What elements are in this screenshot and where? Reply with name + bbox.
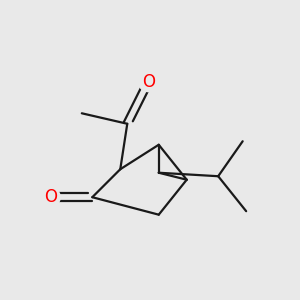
Text: O: O [142, 73, 155, 91]
Circle shape [139, 72, 158, 92]
Circle shape [40, 188, 60, 207]
Text: O: O [44, 188, 57, 206]
